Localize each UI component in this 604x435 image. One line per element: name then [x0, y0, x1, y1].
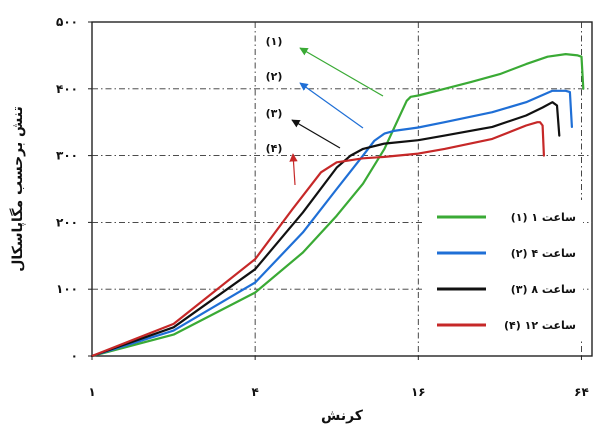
annotation-arrow-4	[289, 153, 298, 186]
legend-label-1: (۱) ۱ ساعت	[511, 211, 576, 224]
legend-label-4: (۴) ۱۲ ساعت	[504, 319, 576, 332]
legend: (۱) ۱ ساعت (۲) ۴ ساعت (۳) ۸ ساعت (۴) ۱۲ ساع…	[425, 200, 583, 340]
x-tick-label: ۱۶	[411, 385, 426, 399]
y-tick-label: ۳۰۰	[56, 149, 78, 163]
plot-area: (۱) (۲) (۳) (۴)	[90, 21, 593, 358]
legend-label-2: (۲) ۴ ساعت	[511, 247, 576, 260]
x-axis-title: کرنش	[321, 408, 364, 424]
legend-background	[425, 200, 583, 340]
series-line-3	[90, 101, 561, 358]
y-tick-label: ۰	[71, 349, 78, 363]
y-axis-ticks: ۰ ۱۰۰ ۲۰۰ ۳۰۰ ۴۰۰ ۵۰۰	[56, 15, 92, 363]
annotation-label-4: (۴)	[266, 142, 283, 155]
x-tick-label: ۶۴	[574, 385, 589, 399]
x-tick-label: ۱	[88, 385, 95, 399]
series-line-1	[90, 53, 585, 358]
annotations: (۱) (۲) (۳) (۴)	[266, 35, 384, 186]
annotation-arrow-3	[291, 119, 341, 149]
x-axis-ticks: ۱ ۴ ۱۶ ۶۴	[88, 356, 589, 399]
annotation-label-3: (۳)	[266, 107, 283, 120]
y-tick-label: ۱۰۰	[56, 282, 78, 296]
y-axis-title: تنش برحسب مگاپاسکال	[9, 106, 26, 272]
legend-label-3: (۳) ۸ ساعت	[511, 283, 576, 296]
y-tick-label: ۴۰۰	[56, 82, 78, 96]
y-tick-label: ۲۰۰	[56, 215, 78, 229]
annotation-label-2: (۲)	[266, 70, 283, 83]
annotation-label-1: (۱)	[266, 35, 283, 48]
series-line-4	[90, 121, 545, 358]
series-line-2	[90, 89, 573, 358]
series-layer	[90, 53, 585, 358]
y-tick-label: ۵۰۰	[56, 15, 78, 29]
grid	[92, 22, 592, 356]
annotation-arrow-1	[299, 47, 384, 97]
annotation-arrow-2	[299, 82, 364, 129]
x-tick-label: ۴	[251, 385, 258, 399]
